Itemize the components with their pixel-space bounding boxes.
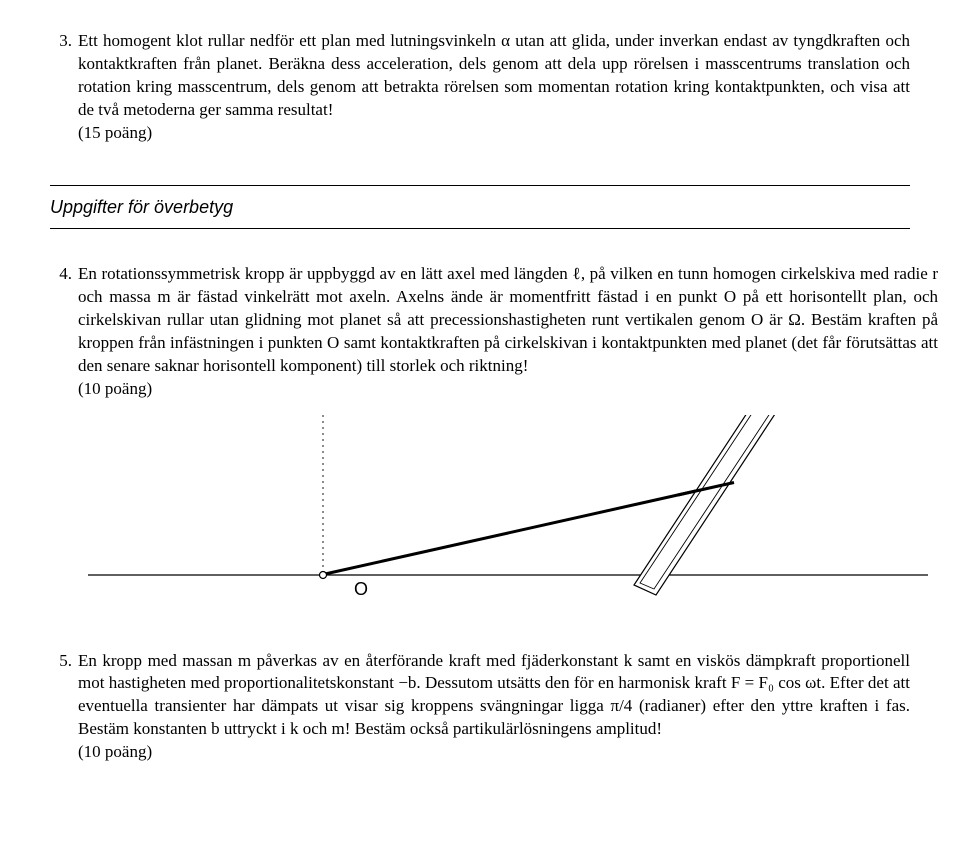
problem-4-points: (10 poäng): [78, 379, 152, 398]
problem-3-text: Ett homogent klot rullar nedför ett plan…: [78, 31, 910, 119]
svg-text:O: O: [354, 579, 368, 599]
problem-5: 5. En kropp med massan m påverkas av en …: [50, 650, 910, 765]
section-rule-top: [50, 185, 910, 186]
section-rule-bottom: [50, 228, 910, 229]
problem-4-figure: O: [78, 415, 938, 612]
problem-5-points: (10 poäng): [78, 742, 152, 761]
problem-4: 4. En rotationssymmetrisk kropp är uppby…: [50, 263, 910, 616]
problem-4-text: En rotationssymmetrisk kropp är uppbyggd…: [78, 264, 938, 375]
problem-3-points: (15 poäng): [78, 123, 152, 142]
spacer: [50, 642, 910, 650]
problem-3-body: Ett homogent klot rullar nedför ett plan…: [78, 30, 910, 145]
problem-4-body: En rotationssymmetrisk kropp är uppbyggd…: [78, 263, 938, 616]
problem-5-text: En kropp med massan m påverkas av en åte…: [78, 651, 910, 739]
problem-5-body: En kropp med massan m påverkas av en åte…: [78, 650, 910, 765]
section-heading-block: Uppgifter för överbetyg: [50, 185, 910, 229]
problem-4-number: 4.: [50, 263, 78, 616]
problem-5-number: 5.: [50, 650, 78, 765]
problem-3: 3. Ett homogent klot rullar nedför ett p…: [50, 30, 910, 145]
problem-3-number: 3.: [50, 30, 78, 145]
section-heading: Uppgifter för överbetyg: [50, 189, 910, 225]
figure-svg: O: [78, 415, 938, 605]
